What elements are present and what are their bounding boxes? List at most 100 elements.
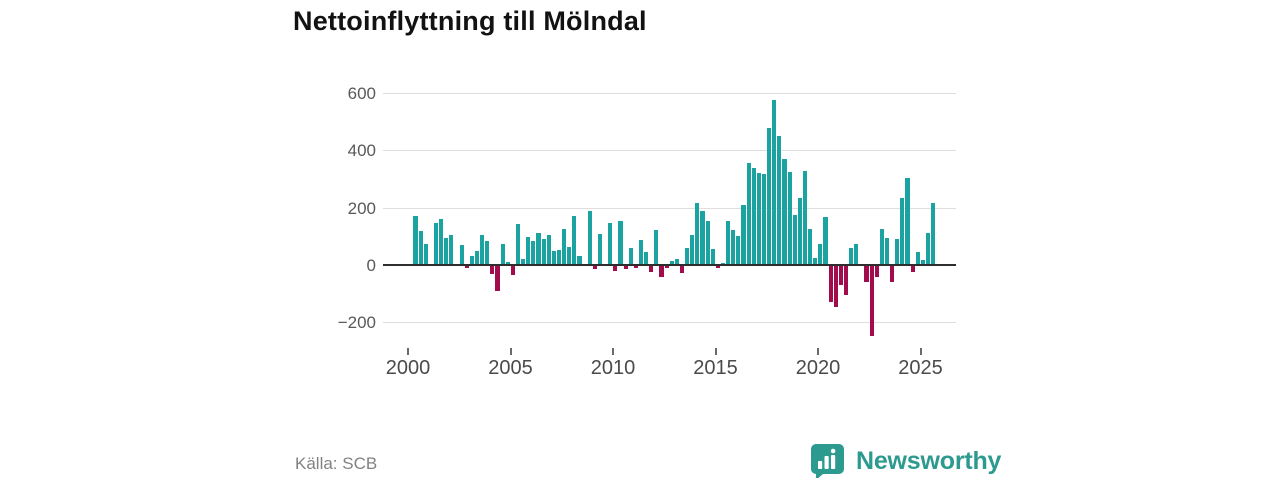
- bar-2019-Q3: [813, 257, 818, 265]
- bar-2004-Q1: [495, 265, 500, 292]
- x-tick-2020: [817, 348, 819, 355]
- bar-2019-Q2: [808, 228, 813, 265]
- bar-2019-Q4: [818, 243, 823, 265]
- y-axis-label-200: 200: [347, 198, 376, 218]
- x-axis-label-2015: 2015: [693, 357, 738, 379]
- y-axis-label-400: 400: [347, 141, 376, 161]
- bar-2002-Q4: [469, 256, 474, 265]
- x-tick-2000: [407, 348, 409, 355]
- bar-2022-Q2: [869, 265, 874, 337]
- bar-2001-Q2: [439, 218, 444, 265]
- bar-2005-Q4: [531, 240, 536, 265]
- bar-2020-Q3: [833, 265, 838, 308]
- bar-2022-Q4: [879, 229, 884, 265]
- bar-2013-Q2: [685, 247, 690, 265]
- bar-2018-Q3: [792, 215, 797, 265]
- bar-2012-Q1: [659, 265, 664, 277]
- x-axis-label-2010: 2010: [590, 357, 636, 379]
- bar-2009-Q3: [608, 223, 613, 265]
- bar-2001-Q1: [433, 223, 439, 265]
- bar-2010-Q1: [618, 221, 623, 265]
- gridline-600: [383, 93, 956, 95]
- bar-2022-Q3: [874, 265, 879, 277]
- bar-2024-Q4: [920, 260, 925, 265]
- bar-2012-Q2: [664, 265, 669, 269]
- bar-2015-Q3: [731, 230, 736, 265]
- bar-2011-Q2: [644, 252, 649, 265]
- bar-2024-Q1: [905, 177, 910, 265]
- bar-2025-Q2: [931, 203, 936, 265]
- source-label: Källa: SCB: [295, 454, 378, 473]
- bar-2015-Q2: [726, 220, 731, 265]
- x-tick-2005: [509, 348, 512, 355]
- bar-2000-Q1: [413, 216, 418, 265]
- bar-2023-Q4: [900, 198, 905, 265]
- bar-2002-Q2: [459, 244, 464, 265]
- bar-2020-Q1: [823, 216, 828, 265]
- bar-2004-Q3: [505, 262, 510, 265]
- bar-2008-Q3: [587, 211, 592, 265]
- bar-2015-Q4: [736, 236, 741, 265]
- x-axis-label-2025: 2025: [898, 357, 943, 379]
- zero-axis-line: [383, 264, 956, 266]
- bar-2020-Q2: [828, 265, 833, 302]
- bar-2017-Q2: [767, 128, 772, 265]
- bar-2013-Q3: [690, 234, 695, 265]
- bar-2016-Q3: [751, 167, 756, 265]
- newsworthy-wordmark: Newsworthy: [856, 447, 1002, 475]
- bar-2021-Q1: [843, 265, 849, 296]
- bar-2011-Q4: [654, 230, 659, 265]
- bar-2006-Q4: [551, 250, 556, 265]
- bar-2014-Q4: [715, 265, 720, 269]
- x-tick-2010: [612, 348, 614, 355]
- bar-2021-Q2: [849, 248, 854, 265]
- bar-2004-Q2: [500, 244, 505, 265]
- bar-2007-Q3: [567, 246, 572, 265]
- newsworthy-bubble-chart-icon: [811, 444, 844, 478]
- bar-2005-Q3: [526, 236, 531, 265]
- bar-2009-Q1: [597, 234, 603, 265]
- bar-2023-Q3: [895, 238, 900, 265]
- bar-2025-Q1: [925, 233, 931, 265]
- bar-2014-Q2: [705, 221, 710, 265]
- bar-2010-Q2: [623, 265, 628, 269]
- bar-2016-Q2: [746, 163, 751, 265]
- bar-2018-Q2: [787, 172, 792, 265]
- x-axis-label-2000: 2000: [385, 357, 431, 379]
- bar-2023-Q1: [884, 238, 890, 265]
- bar-2017-Q1: [761, 174, 767, 265]
- bar-2010-Q4: [633, 265, 638, 268]
- bar-2006-Q3: [546, 234, 551, 265]
- bar-2017-Q3: [772, 100, 777, 265]
- x-tick-2015: [714, 348, 717, 355]
- bar-2011-Q3: [649, 265, 654, 273]
- bar-2005-Q2: [521, 258, 526, 265]
- bar-2008-Q1: [577, 256, 582, 265]
- bar-2001-Q4: [449, 234, 454, 265]
- bar-2015-Q1: [720, 262, 726, 265]
- bar-2016-Q1: [741, 205, 746, 265]
- bar-2002-Q3: [464, 265, 469, 268]
- bar-2007-Q4: [572, 216, 577, 265]
- bar-2016-Q4: [756, 173, 761, 265]
- bar-2003-Q2: [480, 234, 485, 265]
- bar-2014-Q1: [700, 211, 705, 265]
- bar-2006-Q1: [536, 232, 541, 265]
- bar-2003-Q1: [474, 250, 480, 265]
- bar-2013-Q1: [679, 265, 685, 274]
- bar-2007-Q1: [556, 250, 562, 265]
- bar-2012-Q3: [669, 260, 674, 265]
- bar-2011-Q1: [638, 240, 644, 265]
- bar-2014-Q3: [710, 249, 715, 265]
- bar-2010-Q3: [628, 248, 633, 265]
- bar-2006-Q2: [541, 238, 546, 265]
- bar-2003-Q4: [490, 265, 495, 275]
- bar-2021-Q3: [854, 244, 859, 265]
- x-axis-label-2005: 2005: [488, 357, 533, 379]
- bar-2023-Q2: [890, 265, 895, 282]
- bar-2013-Q4: [695, 203, 700, 265]
- bar-2024-Q2: [910, 265, 915, 272]
- bar-2017-Q4: [777, 135, 782, 265]
- bar-2007-Q2: [562, 229, 567, 265]
